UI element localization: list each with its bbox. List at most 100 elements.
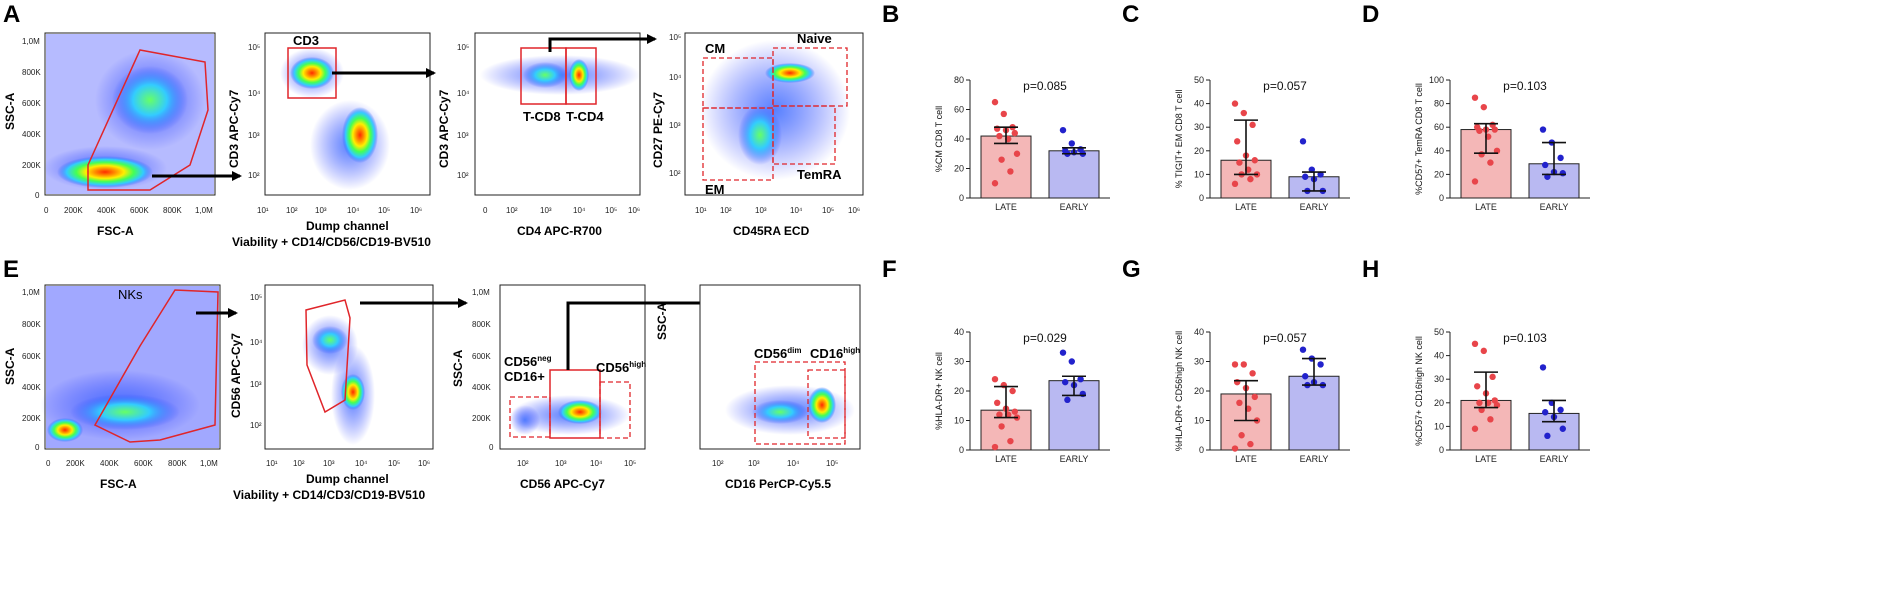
- p-value: p=0.057: [1263, 331, 1307, 345]
- y-tick: 600K: [22, 352, 41, 361]
- y-tick: 10²: [669, 169, 681, 178]
- y-tick: 0: [35, 191, 40, 200]
- x-ticks: 10² 10³ 10⁴ 10⁵: [517, 459, 636, 468]
- data-point: [1302, 373, 1309, 380]
- x-axis-label: CD4 APC-R700: [517, 224, 602, 238]
- y-tick: 600K: [472, 352, 491, 361]
- data-point: [1231, 100, 1239, 107]
- x-axis-label-2: Viability + CD14/CD3/CD19-BV510: [233, 488, 426, 502]
- y-tick-label: 20: [1194, 146, 1204, 156]
- x-tick: 10³: [315, 206, 327, 215]
- x-tick: 10⁴: [573, 206, 586, 215]
- panel-letter-f: F: [882, 256, 897, 283]
- x-tick: 600K: [130, 206, 149, 215]
- x-tick: 10⁶: [418, 459, 430, 468]
- x-tick: 600K: [134, 459, 153, 468]
- data-point: [1542, 409, 1549, 416]
- data-point: [1247, 175, 1254, 183]
- x-tick: 10⁵: [822, 206, 834, 215]
- data-point: [1557, 154, 1564, 162]
- y-tick-label: 20: [1434, 169, 1444, 179]
- density-cloud: [43, 34, 214, 194]
- x-tick: 0: [483, 206, 488, 215]
- x-ticks: 10¹ 10² 10³ 10⁴ 10⁵ 10⁶: [257, 206, 422, 215]
- gate-label-cm: CM: [705, 41, 725, 56]
- flow-plot-top-3: T-CD8 T-CD4 CD3 APC-Cy7 CD4 APC-R700 10⁵…: [437, 32, 641, 238]
- gate-label-nks: NKs: [118, 287, 143, 302]
- x-ticks: 0 200K 400K 600K 800K 1,0M: [46, 459, 218, 468]
- y-tick: 10³: [669, 121, 681, 130]
- y-axis-label: %CD57+ CD16high NK cell: [1414, 336, 1424, 446]
- y-tick: 10⁵: [250, 293, 262, 302]
- y-tick-label: 10: [1434, 421, 1444, 431]
- category-label: LATE: [1235, 202, 1257, 212]
- y-axis-label: %HLA-DR+ CD56high NK cell: [1174, 331, 1184, 451]
- x-tick: 10²: [712, 459, 724, 468]
- y-ticks: 1,0M 800K 600K 400K 200K 0: [472, 288, 494, 452]
- y-tick: 200K: [472, 414, 491, 423]
- y-tick: 800K: [22, 320, 41, 329]
- x-tick: 1,0M: [195, 206, 213, 215]
- x-axis-label: Dump channel: [306, 219, 389, 233]
- y-ticks: 1,0M 800K 600K 400K 200K 0: [22, 288, 41, 452]
- flow-plot-top-1: SSC-A FSC-A 1,0M 800K 600K 400K 200K 0 0…: [3, 32, 216, 238]
- flow-plot-top-4: CM Naive EM TemRA CD27 PE-Cy7 CD45RA ECD…: [651, 31, 864, 238]
- panel-letter-d: D: [1362, 1, 1379, 28]
- y-tick: 10³: [457, 131, 469, 140]
- gate-label-t-cd4: T-CD4: [566, 109, 604, 124]
- y-tick: 10²: [457, 171, 469, 180]
- y-tick-label: 20: [954, 164, 964, 174]
- category-label: EARLY: [1060, 202, 1089, 212]
- y-tick-label: 40: [954, 327, 964, 337]
- bar-chart-b: 0 20 40 60 80 %CM CD8 T cell p=0.085 LATE EARLY: [934, 75, 1110, 212]
- x-axis-label: CD16 PerCP-Cy5.5: [725, 477, 831, 491]
- y-ticks: 1,0M 800K 600K 400K 200K 0: [22, 37, 41, 200]
- p-value: p=0.085: [1023, 79, 1067, 93]
- x-axis-label: CD45RA ECD: [733, 224, 810, 238]
- y-tick: 400K: [472, 383, 491, 392]
- category-label: EARLY: [1540, 202, 1569, 212]
- category-label: LATE: [1475, 202, 1497, 212]
- y-axis-label: CD27 PE-Cy7: [651, 92, 665, 168]
- x-axis-label: CD56 APC-Cy7: [520, 477, 605, 491]
- category-label: LATE: [1475, 454, 1497, 464]
- gate-label-cd56high: CD56high: [596, 360, 646, 375]
- x-tick: 10²: [506, 206, 518, 215]
- y-tick-label: 80: [954, 75, 964, 85]
- y-tick: 0: [489, 443, 494, 452]
- data-point: [1231, 445, 1239, 452]
- data-point: [1559, 170, 1567, 177]
- data-point: [1559, 425, 1567, 432]
- y-tick-label: 80: [1434, 99, 1444, 109]
- data-point: [1240, 361, 1248, 368]
- y-tick: 10⁵: [457, 43, 469, 52]
- x-tick: 10⁵: [388, 459, 400, 468]
- y-axis-label: SSC-A: [3, 92, 17, 130]
- density-cloud: [510, 395, 630, 435]
- data-point: [1480, 103, 1488, 111]
- bar-early: [1288, 375, 1340, 451]
- data-point: [1013, 150, 1021, 157]
- y-ticks: 10⁵ 10⁴ 10³ 10²: [457, 43, 470, 180]
- x-tick: 0: [44, 206, 49, 215]
- density-cloud: [302, 315, 375, 445]
- y-axis-label: % TIGIT+ EM CD8 T cell: [1174, 90, 1184, 189]
- x-tick: 10²: [517, 459, 529, 468]
- y-tick: 200K: [22, 161, 41, 170]
- data-point: [1471, 425, 1479, 432]
- data-point: [991, 180, 999, 187]
- y-tick: 200K: [22, 414, 41, 423]
- data-point: [1317, 361, 1324, 368]
- y-tick-label: 40: [1194, 99, 1204, 109]
- panel-letter-h: H: [1362, 256, 1379, 283]
- y-tick-label: 40: [1434, 351, 1444, 361]
- p-value: p=0.057: [1263, 79, 1307, 93]
- gate-label-naive: Naive: [797, 31, 832, 46]
- data-point: [1238, 432, 1245, 439]
- data-point: [1491, 126, 1499, 133]
- x-tick: 10¹: [266, 459, 278, 468]
- y-tick-label: 10: [1194, 169, 1204, 179]
- x-tick: 0: [46, 459, 51, 468]
- x-tick: 10¹: [695, 206, 707, 215]
